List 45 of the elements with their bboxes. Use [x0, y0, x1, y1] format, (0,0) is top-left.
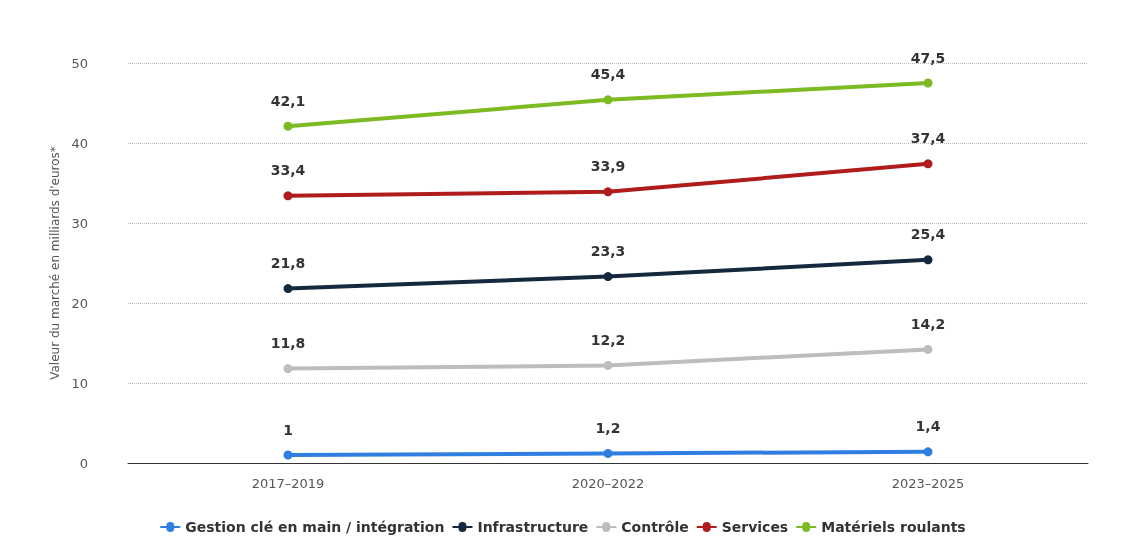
- point: [923, 78, 933, 88]
- legend-label: Contrôle: [621, 519, 689, 535]
- data-label: 1,2: [595, 419, 621, 436]
- data-label: 21,8: [270, 255, 306, 272]
- point: [603, 360, 613, 370]
- legend-label: Infrastructure: [477, 519, 589, 535]
- point: [923, 447, 933, 457]
- point: [283, 450, 293, 460]
- data-label: 47,5: [910, 49, 946, 66]
- data-label: 11,8: [270, 335, 306, 352]
- point: [923, 344, 933, 354]
- point: [923, 255, 933, 265]
- point: [603, 272, 613, 282]
- point: [283, 284, 293, 294]
- x-tick-label: 2017–2019: [251, 476, 325, 491]
- y-tick-label: 20: [71, 295, 88, 311]
- data-label: 42,1: [270, 92, 306, 109]
- x-tick-label: 2020–2022: [571, 476, 645, 491]
- point: [603, 187, 613, 197]
- data-label: 25,4: [910, 226, 946, 243]
- y-axis-title: Valeur du marché en milliards d'euros*: [47, 146, 62, 380]
- x-tick-label: 2023–2025: [891, 476, 965, 491]
- point: [283, 191, 293, 201]
- data-label: 45,4: [590, 66, 626, 83]
- data-label: 1: [283, 421, 293, 438]
- legend-label: Matériels roulants: [821, 519, 966, 535]
- point: [283, 121, 293, 131]
- y-tick-label: 30: [71, 215, 88, 231]
- y-tick-label: 0: [79, 455, 88, 471]
- point: [603, 95, 613, 105]
- legend-label: Services: [721, 519, 789, 535]
- data-label: 37,4: [910, 130, 946, 147]
- data-label: 33,9: [590, 158, 626, 175]
- data-label: 14,2: [910, 315, 946, 332]
- point: [283, 364, 293, 374]
- data-label: 1,4: [915, 418, 941, 435]
- point: [603, 448, 613, 458]
- y-tick-label: 40: [71, 135, 88, 151]
- y-tick-label: 10: [71, 375, 88, 391]
- legend-label: Gestion clé en main / intégration: [185, 519, 445, 535]
- data-label: 23,3: [590, 243, 626, 260]
- y-tick-label: 50: [71, 55, 88, 71]
- data-label: 33,4: [270, 162, 306, 179]
- data-label: 12,2: [590, 331, 626, 348]
- point: [923, 159, 933, 169]
